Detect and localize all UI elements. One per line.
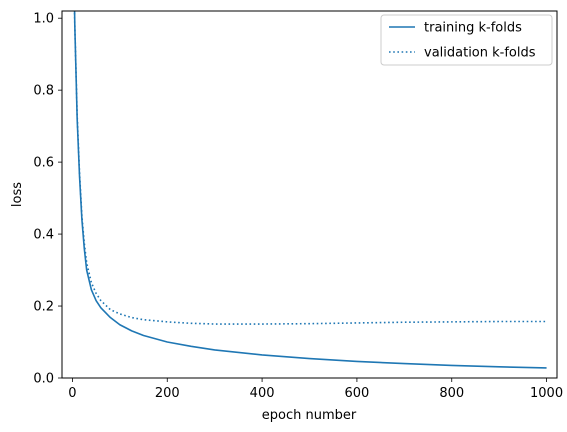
y-tick-label: 0.0 — [33, 372, 54, 387]
x-tick-label: 200 — [155, 386, 180, 401]
series-layer — [73, 11, 547, 369]
x-tick-label: 800 — [439, 386, 464, 401]
y-tick-label: 0.2 — [33, 300, 54, 315]
x-tick-label: 1000 — [530, 386, 563, 401]
x-tick-label: 600 — [344, 386, 369, 401]
x-tick-label: 0 — [68, 386, 76, 401]
y-axis-label: loss — [10, 182, 25, 207]
plot-frame — [61, 10, 558, 379]
legend-box — [380, 14, 553, 66]
ticks-layer: 0 200 400 600 800 1000 0.0 0.2 0.4 0.6 0.8 1.0 — [33, 12, 563, 401]
series-line-training — [73, 11, 547, 369]
x-axis-label: epoch number — [262, 408, 357, 423]
legend-label-training: training k-folds — [424, 21, 522, 36]
legend-label-validation: validation k-folds — [424, 46, 536, 61]
plot-area — [62, 11, 557, 378]
x-tick-label: 400 — [250, 386, 275, 401]
y-tick-label: 0.8 — [33, 84, 54, 99]
y-tick-label: 0.6 — [33, 156, 54, 171]
y-tick-label: 1.0 — [33, 12, 54, 27]
y-tick-label: 0.4 — [33, 228, 54, 243]
legend: training k-folds validation k-folds — [380, 14, 553, 66]
